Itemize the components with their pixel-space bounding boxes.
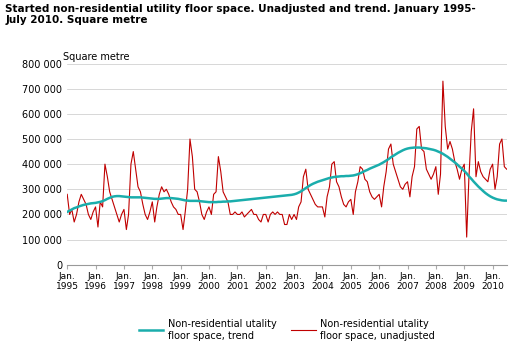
Legend: Non-residential utality
floor space, trend, Non-residential utality
floor space,: Non-residential utality floor space, tre… — [135, 315, 439, 345]
Text: Square metre: Square metre — [63, 52, 129, 61]
Text: Started non-residential utility floor space. Unadjusted and trend. January 1995-: Started non-residential utility floor sp… — [5, 4, 476, 25]
